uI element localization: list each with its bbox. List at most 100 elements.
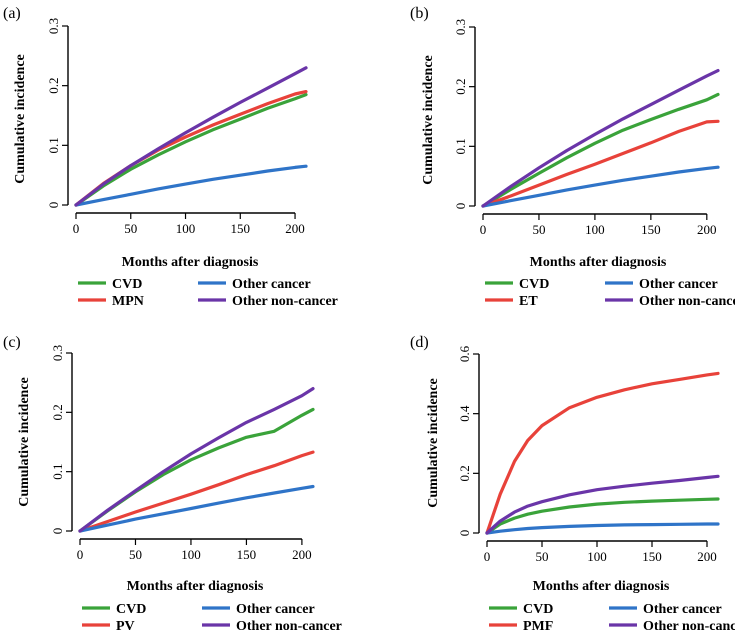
y-tick-label: 0.1: [46, 137, 61, 153]
legend-label: CVD: [116, 602, 146, 617]
y-tick-label: 0: [46, 202, 61, 209]
series-line-other-cancer: [78, 484, 315, 533]
legend-item-pv: PV: [82, 619, 135, 634]
legend-item-other-non-cancer: Other non-cancer: [198, 294, 338, 309]
legend-label: Other cancer: [643, 602, 722, 617]
legend-label: Other cancer: [232, 277, 311, 292]
series-line-other-cancer: [485, 522, 720, 535]
x-tick-label: 0: [77, 547, 84, 562]
series-line-et: [481, 119, 720, 208]
x-tick-label: 150: [641, 222, 661, 237]
panel-label: (b): [410, 5, 429, 22]
legend-item-other-cancer: Other cancer: [609, 602, 722, 617]
legend-item-other-cancer: Other cancer: [605, 277, 718, 292]
panel-label: (a): [3, 5, 21, 22]
legend-label: CVD: [519, 277, 549, 292]
x-tick-label: 150: [642, 549, 662, 564]
panel-a: (a) 0 0.1 0.2 0.3 0 50 100 150 200 Cumulative inci…: [3, 5, 338, 309]
legend-item-mpn: MPN: [78, 294, 144, 309]
legend-item-other-non-cancer: Other non-cancer: [202, 619, 342, 634]
series-line-cvd: [481, 92, 720, 208]
series-line-cvd: [78, 407, 315, 533]
y-tick-label: 0.2: [50, 404, 65, 420]
legend-label: MPN: [112, 294, 144, 309]
x-tick-label: 100: [587, 549, 607, 564]
x-axis-label: Months after diagnosis: [127, 579, 264, 594]
legend-item-pmf: PMF: [489, 619, 553, 634]
legend-label: PMF: [523, 619, 553, 634]
x-tick-label: 150: [231, 221, 251, 236]
x-tick-label: 0: [480, 222, 487, 237]
y-axis-label: Cumulative incidence: [421, 55, 436, 185]
x-tick-label: 100: [176, 221, 196, 236]
y-axis-label: Cumulative incidence: [13, 54, 28, 184]
x-tick-label: 0: [484, 549, 491, 564]
legend-item-other-cancer: Other cancer: [202, 602, 315, 617]
panel-c: (c) 0 0.1 0.2 0.3 0 50 100 150 200 Cumulative inci…: [3, 334, 342, 634]
legend-label: Other non-cancer: [236, 619, 342, 634]
y-tick-label: 0.6: [457, 345, 472, 362]
y-tick-label: 0.3: [50, 345, 65, 361]
x-tick-label: 50: [129, 547, 142, 562]
legend-item-et: ET: [485, 294, 538, 309]
series-line-other-non-cancer: [78, 387, 315, 533]
legend-label: Other non-cancer: [643, 619, 735, 634]
y-axis-label: Cumulative incidence: [426, 378, 441, 508]
legend-label: CVD: [112, 277, 142, 292]
legend-label: PV: [116, 619, 135, 634]
x-tick-label: 200: [697, 222, 717, 237]
legend-label: ET: [519, 294, 538, 309]
legend-label: Other cancer: [639, 277, 718, 292]
y-tick-label: 0.1: [50, 464, 65, 480]
legend-label: Other cancer: [236, 602, 315, 617]
x-axis-label: Months after diagnosis: [530, 255, 667, 270]
y-axis-label: Cumulative incidence: [17, 377, 32, 507]
series-line-pmf: [485, 371, 720, 535]
x-tick-label: 200: [285, 221, 305, 236]
panel-label: (d): [410, 334, 429, 351]
x-tick-label: 200: [292, 547, 312, 562]
y-tick-label: 0.3: [46, 18, 61, 34]
y-tick-label: 0: [50, 528, 65, 535]
x-tick-label: 0: [73, 221, 80, 236]
x-tick-label: 50: [532, 222, 545, 237]
x-tick-label: 100: [181, 547, 201, 562]
series-line-other-non-cancer: [481, 68, 720, 208]
legend-item-cvd: CVD: [78, 277, 142, 292]
y-tick-label: 0.1: [453, 138, 468, 154]
y-tick-label: 0.4: [457, 405, 472, 422]
legend-item-other-non-cancer: Other non-cancer: [605, 294, 735, 309]
legend-label: Other non-cancer: [639, 294, 735, 309]
y-tick-label: 0: [457, 530, 472, 537]
x-tick-label: 100: [585, 222, 605, 237]
legend-item-other-non-cancer: Other non-cancer: [609, 619, 735, 634]
y-tick-label: 0.2: [46, 78, 61, 94]
series-line-cvd: [485, 497, 720, 535]
series-line-pv: [78, 450, 315, 533]
y-tick-label: 0.2: [457, 465, 472, 481]
series-line-cvd: [74, 92, 308, 207]
series-line-other-non-cancer: [485, 474, 720, 535]
x-axis-label: Months after diagnosis: [533, 579, 670, 594]
x-tick-label: 200: [697, 549, 717, 564]
legend-item-other-cancer: Other cancer: [198, 277, 311, 292]
x-tick-label: 50: [536, 549, 549, 564]
x-tick-label: 50: [124, 221, 137, 236]
legend-item-cvd: CVD: [82, 602, 146, 617]
y-tick-label: 0.2: [453, 79, 468, 95]
legend-label: Other non-cancer: [232, 294, 338, 309]
x-axis-label: Months after diagnosis: [122, 255, 259, 270]
x-tick-label: 150: [237, 547, 257, 562]
panel-label: (c): [3, 334, 21, 351]
series-line-other-cancer: [74, 164, 308, 207]
panel-d: (d) 0 0.2 0.4 0.6 0 50 100 150 200 Cumulative inci…: [410, 334, 735, 634]
legend-item-cvd: CVD: [489, 602, 553, 617]
legend-item-cvd: CVD: [485, 277, 549, 292]
panel-b: (b) 0 0.1 0.2 0.3 0 50 100 150 200 Cumulative inci…: [410, 5, 735, 309]
legend-label: CVD: [523, 602, 553, 617]
y-tick-label: 0.3: [453, 19, 468, 35]
y-tick-label: 0: [453, 203, 468, 210]
series-line-other-cancer: [481, 165, 720, 208]
series-line-other-non-cancer: [74, 66, 308, 207]
